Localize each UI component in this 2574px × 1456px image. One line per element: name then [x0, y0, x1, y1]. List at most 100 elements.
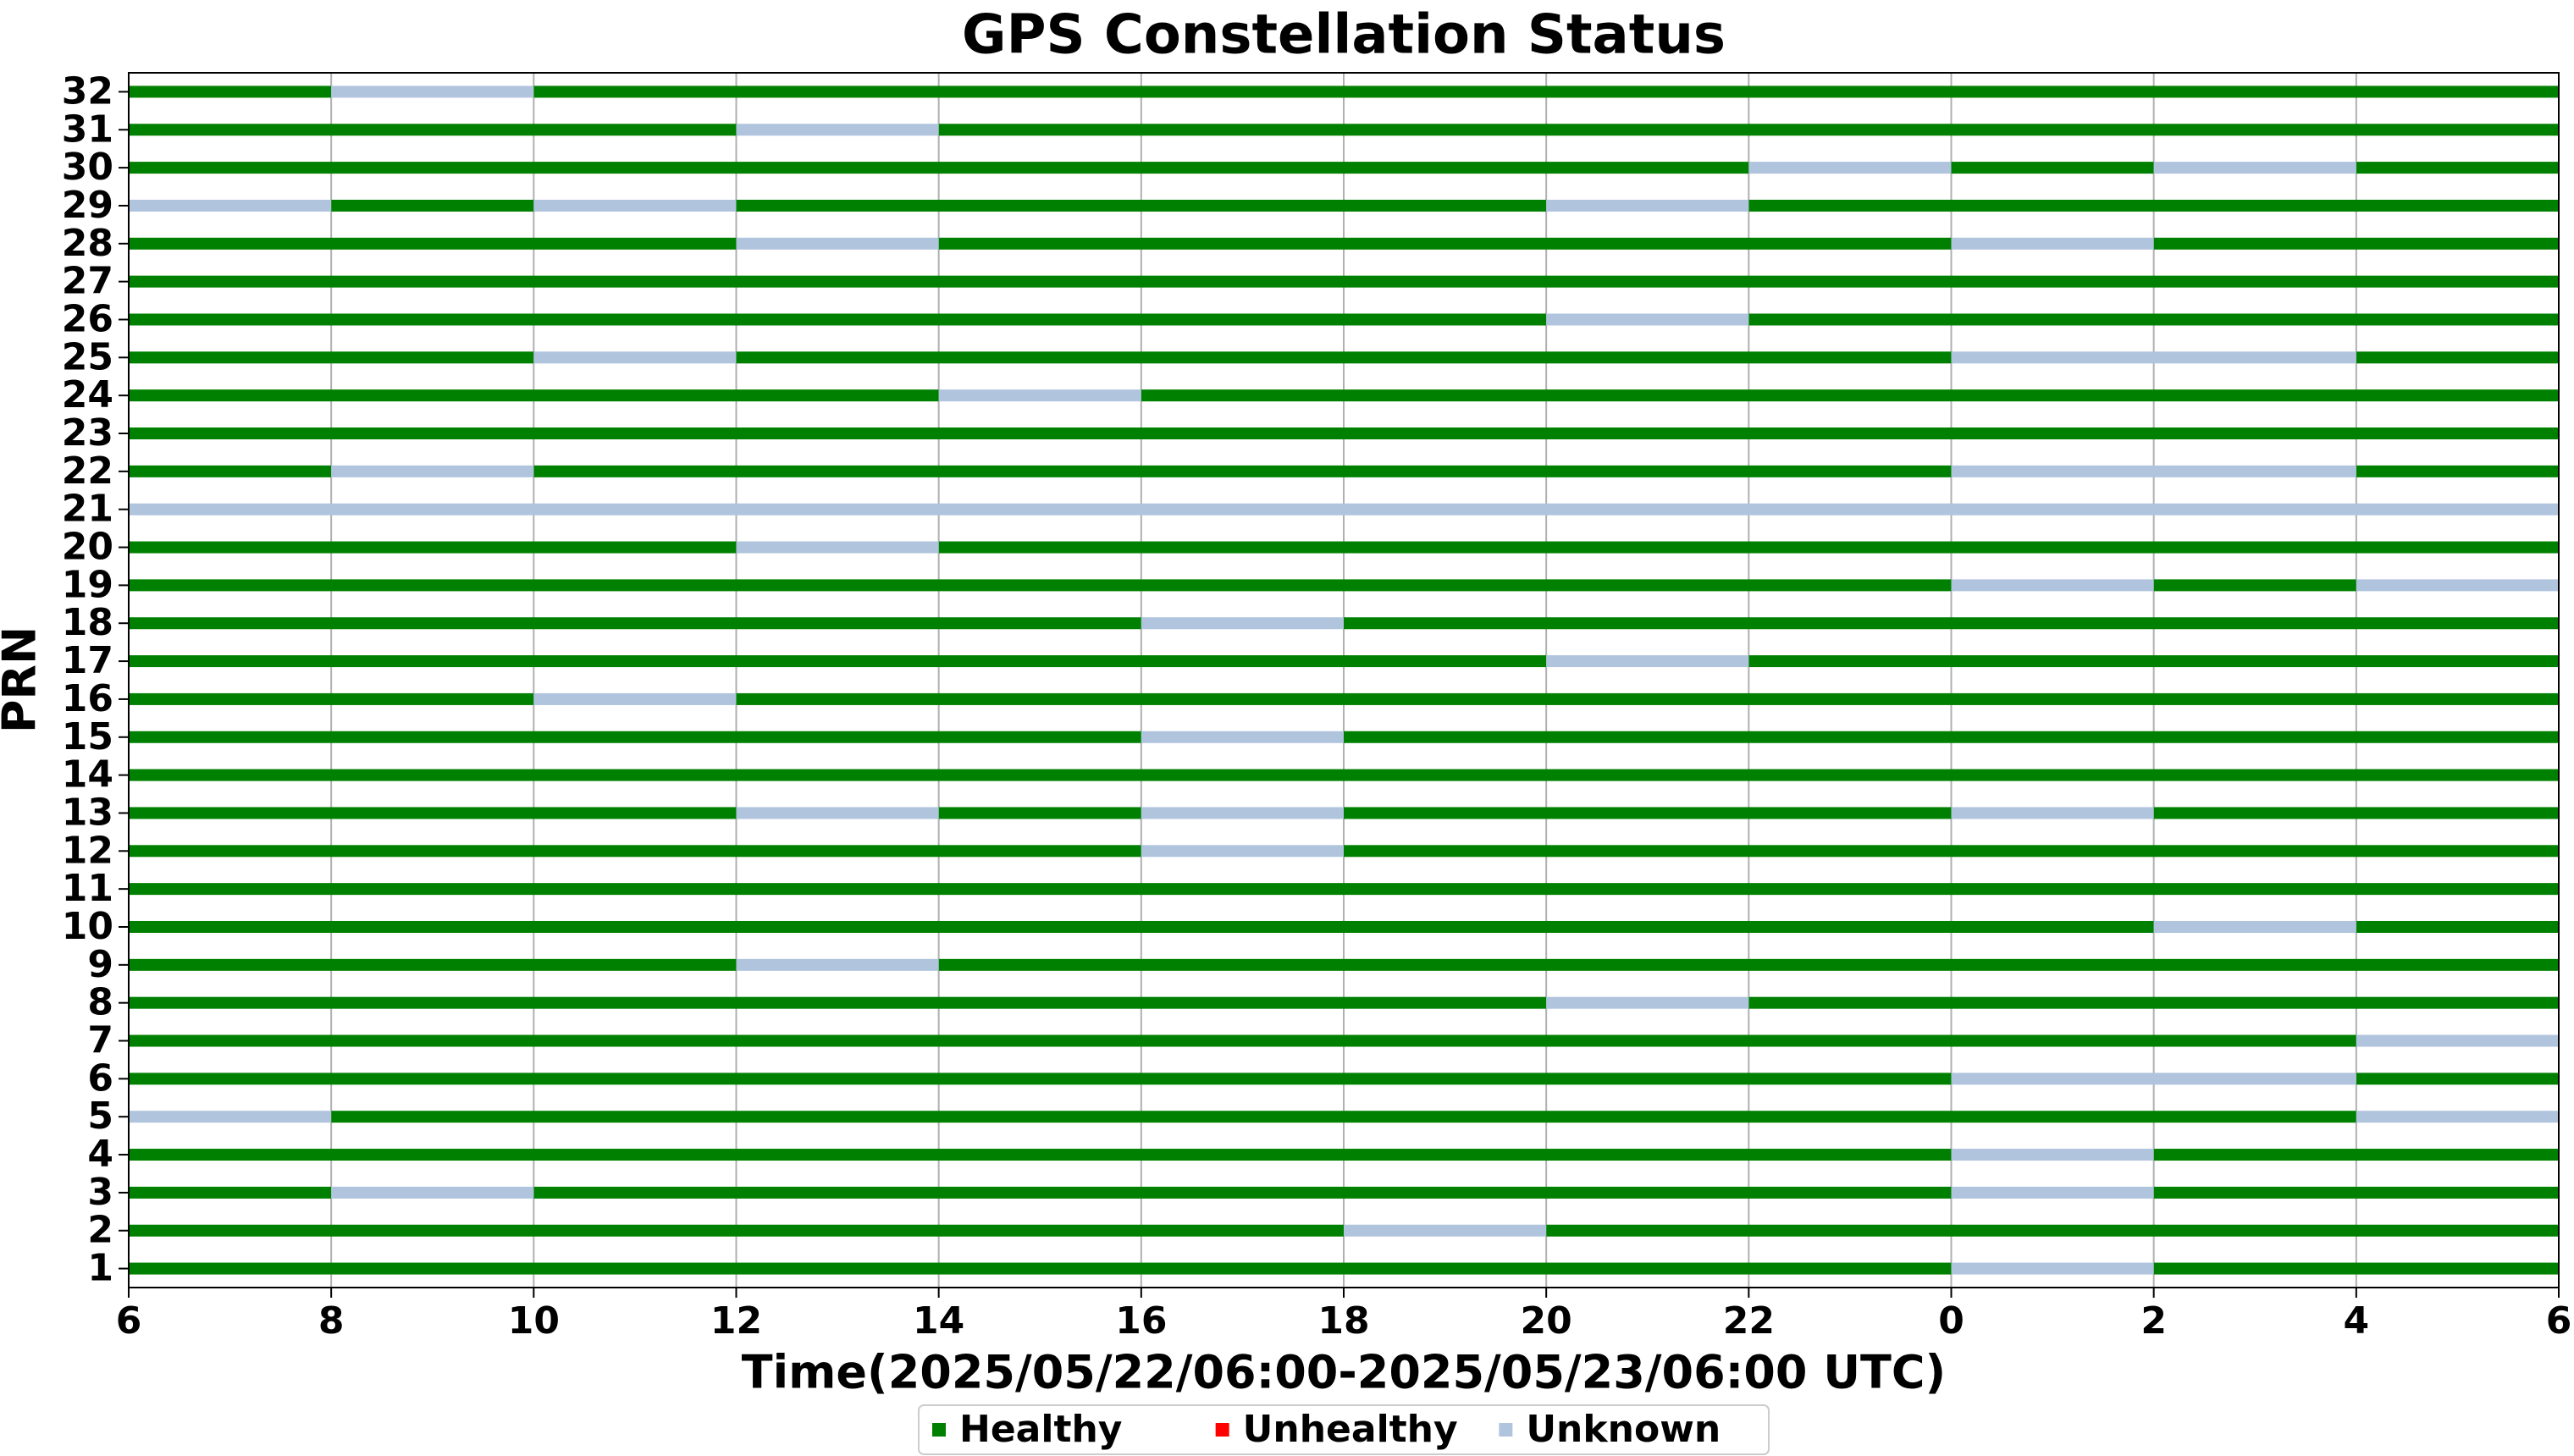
y-tick-label: 4 — [87, 1133, 113, 1176]
y-tick-label: 26 — [62, 297, 113, 340]
status-bar — [129, 427, 2559, 440]
status-bar — [129, 731, 1141, 743]
status-bar — [331, 465, 534, 477]
status-bar — [2356, 1034, 2559, 1047]
y-tick-label: 18 — [62, 601, 113, 644]
status-bar — [129, 1111, 332, 1123]
status-bar — [2356, 465, 2559, 477]
status-bar — [129, 655, 1547, 668]
x-tick-label: 6 — [116, 1299, 142, 1343]
status-bar — [2153, 1262, 2559, 1275]
status-bar — [1344, 731, 2559, 743]
legend-marker — [932, 1423, 946, 1437]
status-bar — [1951, 237, 2154, 250]
y-tick-label: 13 — [62, 791, 113, 834]
y-tick-label: 20 — [62, 526, 113, 569]
legend-marker — [1215, 1423, 1229, 1437]
status-bar — [938, 237, 1952, 250]
status-bar — [129, 1034, 2356, 1047]
status-bar — [129, 503, 2559, 516]
status-bar — [1141, 617, 1344, 630]
status-bar — [2356, 1073, 2559, 1085]
status-bar — [2153, 807, 2559, 819]
y-tick-label: 8 — [87, 981, 113, 1024]
status-bar — [533, 351, 737, 364]
status-bar — [129, 389, 939, 402]
status-bar — [129, 465, 332, 477]
status-bar — [1344, 617, 2559, 630]
status-bar — [533, 85, 2560, 98]
status-bar — [1951, 1073, 2356, 1085]
x-tick-label: 20 — [1521, 1299, 1572, 1343]
x-tick-label: 8 — [318, 1299, 345, 1343]
status-bar — [1546, 1224, 2559, 1237]
status-bar — [1748, 996, 2559, 1009]
status-bar — [1546, 655, 1749, 668]
status-bar — [1344, 807, 1952, 819]
status-bar — [1951, 162, 2154, 174]
status-bar — [1748, 655, 2559, 668]
status-bar — [129, 162, 1749, 174]
x-tick-label: 10 — [508, 1299, 560, 1343]
status-bar — [1344, 845, 2559, 858]
status-bar — [129, 124, 737, 136]
status-bar — [2356, 162, 2559, 174]
status-bar — [1141, 845, 1344, 858]
x-tick-label: 12 — [710, 1299, 762, 1343]
status-bar — [129, 351, 534, 364]
status-bar — [129, 541, 737, 554]
status-bar — [1951, 579, 2154, 592]
status-bar — [2153, 237, 2559, 250]
status-bar — [129, 1224, 1344, 1237]
status-bar — [129, 920, 2154, 933]
status-bar — [736, 807, 939, 819]
status-bar — [533, 692, 737, 705]
status-bar — [129, 313, 1547, 326]
status-bar — [736, 541, 939, 554]
status-bar — [129, 692, 534, 705]
y-tick-label: 23 — [62, 411, 113, 455]
status-bar — [129, 1186, 332, 1199]
status-bar — [129, 1073, 1952, 1085]
status-bar — [938, 541, 2559, 554]
y-tick-label: 25 — [62, 335, 113, 378]
y-tick-label: 32 — [62, 69, 113, 113]
status-bar — [331, 85, 534, 98]
y-tick-label: 12 — [62, 829, 113, 872]
x-tick-label: 16 — [1115, 1299, 1167, 1343]
status-bar — [2153, 920, 2356, 933]
status-bar — [129, 199, 332, 212]
status-bar — [1546, 996, 1749, 1009]
x-tick-label: 0 — [1938, 1299, 1964, 1343]
status-bar — [736, 237, 939, 250]
chart-title: GPS Constellation Status — [962, 4, 1726, 67]
status-bar — [736, 199, 1547, 212]
status-bar — [736, 958, 939, 971]
status-bar — [129, 845, 1141, 858]
status-bar — [1546, 313, 1749, 326]
status-bar — [1951, 1186, 2154, 1199]
status-bar — [129, 1149, 1952, 1161]
x-tick-label: 2 — [2140, 1299, 2167, 1343]
plot-frame — [128, 72, 2560, 1288]
y-tick-label: 28 — [62, 222, 113, 265]
status-bar — [129, 769, 2559, 781]
status-bar — [331, 1186, 534, 1199]
y-tick-label: 14 — [62, 753, 113, 797]
status-bar — [129, 883, 2559, 896]
status-bar — [2356, 351, 2559, 364]
y-tick-label: 17 — [62, 639, 113, 682]
y-tick-label: 9 — [87, 943, 113, 986]
status-bar — [533, 465, 1952, 477]
status-bar — [1748, 199, 2559, 212]
y-axis-label: PRN — [0, 626, 47, 733]
status-bar — [1141, 389, 2559, 402]
y-tick-label: 16 — [62, 677, 113, 720]
status-bar — [533, 1186, 1952, 1199]
y-tick-label: 22 — [62, 449, 113, 493]
y-tick-label: 1 — [87, 1247, 113, 1290]
y-tick-label: 10 — [62, 905, 113, 948]
status-bar — [938, 124, 2559, 136]
